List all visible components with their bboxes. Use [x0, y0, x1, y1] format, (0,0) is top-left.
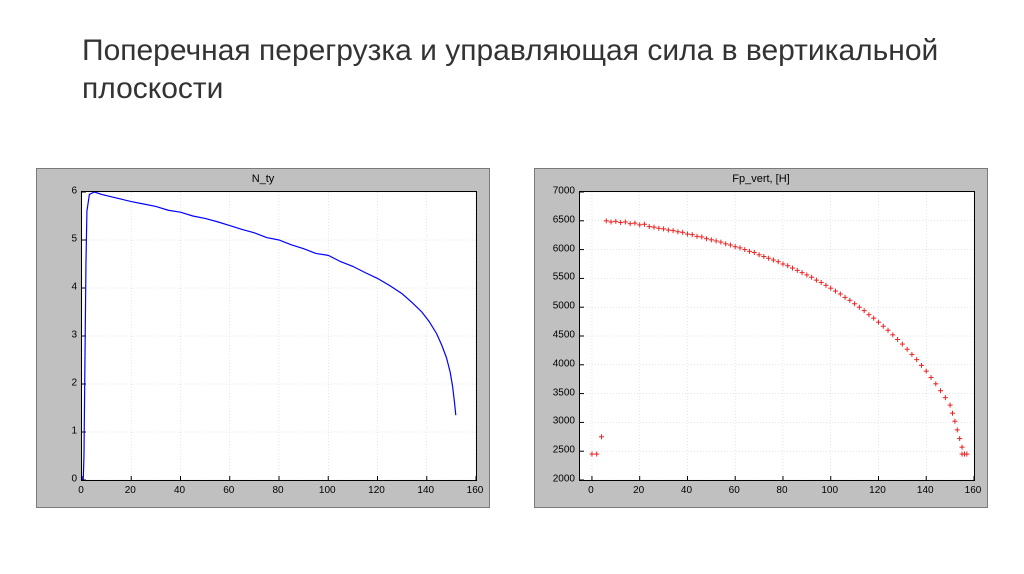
xtick-label: 140 — [910, 485, 940, 496]
xtick-label: 0 — [66, 485, 96, 496]
chart-nty-plot — [81, 191, 477, 481]
ytick-label: 4 — [41, 282, 77, 293]
xtick-label: 120 — [862, 485, 892, 496]
ytick-label: 2000 — [539, 474, 575, 485]
chart-fpvert-svg — [580, 192, 974, 480]
xtick-label: 40 — [165, 485, 195, 496]
chart-nty: N_ty 0123456020406080100120140160 — [36, 168, 490, 508]
ytick-label: 2500 — [539, 445, 575, 456]
chart-fpvert-plot — [579, 191, 975, 481]
ytick-label: 1 — [41, 426, 77, 437]
ytick-label: 7000 — [539, 186, 575, 197]
chart-fpvert: Fp_vert, [H] 2000 2500 3000 3500 4000 4500 500… — [534, 168, 988, 508]
ytick-label: 4000 — [539, 358, 575, 369]
xtick-label: 80 — [767, 485, 797, 496]
xtick-label: 60 — [214, 485, 244, 496]
ytick-label: 6 — [41, 186, 77, 197]
ytick-label: 6000 — [539, 243, 575, 254]
xtick-label: 160 — [460, 485, 490, 496]
ytick-label: 2 — [41, 378, 77, 389]
ytick-label: 5 — [41, 234, 77, 245]
xtick-label: 60 — [719, 485, 749, 496]
xtick-label: 140 — [411, 485, 441, 496]
chart-nty-title: N_ty — [37, 173, 489, 185]
ytick-label: 3500 — [539, 387, 575, 398]
ytick-label: 0 — [41, 474, 77, 485]
xtick-label: 20 — [115, 485, 145, 496]
xtick-label: 100 — [312, 485, 342, 496]
ytick-label: 5500 — [539, 272, 575, 283]
ytick-label: 3 — [41, 330, 77, 341]
xtick-label: 160 — [958, 485, 988, 496]
ytick-label: 4500 — [539, 330, 575, 341]
xtick-label: 100 — [815, 485, 845, 496]
xtick-label: 0 — [576, 485, 606, 496]
chart-fpvert-title: Fp_vert, [H] — [535, 173, 987, 185]
ytick-label: 6500 — [539, 214, 575, 225]
xtick-label: 40 — [671, 485, 701, 496]
slide-title: Поперечная перегрузка и управляющая сила… — [82, 32, 942, 107]
xtick-label: 120 — [362, 485, 392, 496]
xtick-label: 20 — [624, 485, 654, 496]
xtick-label: 80 — [263, 485, 293, 496]
ytick-label: 3000 — [539, 416, 575, 427]
chart-nty-svg — [82, 192, 476, 480]
slide: Поперечная перегрузка и управляющая сила… — [0, 0, 1024, 574]
ytick-label: 5000 — [539, 301, 575, 312]
charts-row: N_ty 0123456020406080100120140160 Fp_ver… — [36, 168, 988, 508]
